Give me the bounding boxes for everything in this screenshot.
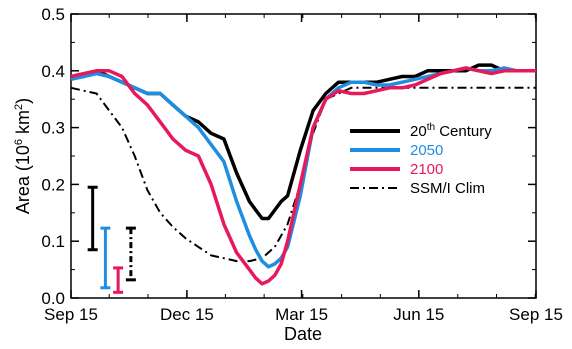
error-bars [87, 185, 136, 294]
error-bar [113, 266, 124, 294]
x-tick-label: Sep 15 [509, 305, 563, 324]
y-axis-title: Area (106 km2) [13, 98, 33, 214]
legend-label: 2050 [410, 142, 443, 159]
error-bar [100, 226, 111, 290]
error-bar [87, 185, 98, 252]
y-tick-label: 0.3 [41, 119, 65, 138]
y-tick-label: 0.0 [41, 289, 65, 308]
x-axis-title: Date [284, 324, 322, 344]
x-tick-label: Jun 15 [393, 305, 444, 324]
y-axis-title-close: ) [13, 98, 33, 104]
x-tick-label: Dec 15 [160, 305, 214, 324]
legend-label: 2100 [410, 161, 443, 178]
series-line-2100 [70, 66, 536, 286]
legend-label: SSM/I Clim [410, 180, 485, 197]
series-layer [70, 63, 536, 286]
legend: 20th Century 2050 2100 SSM/I Clim [350, 122, 492, 197]
y-axis-title-sup: 6 [13, 139, 25, 145]
y-tick-label: 0.2 [41, 175, 65, 194]
legend-label: 20th Century [410, 122, 492, 140]
y-tick-label: 0.1 [41, 232, 65, 251]
plot-frame [70, 13, 537, 299]
y-ticks: 0.0 0.1 0.2 0.3 0.4 0.5 [41, 5, 536, 308]
y-axis-title-unit: km [13, 110, 33, 139]
error-bar [125, 226, 136, 282]
x-tick-label: Mar 15 [275, 305, 328, 324]
y-axis-title-main: Area (10 [13, 145, 33, 214]
y-tick-label: 0.5 [41, 5, 65, 24]
x-tick-label: Sep 15 [44, 305, 98, 324]
x-ticks: Sep 15 Dec 15 Mar 15 Jun 15 Sep 15 [44, 14, 563, 324]
y-tick-label: 0.4 [41, 62, 65, 81]
y-axis-title-sup2: 2 [13, 104, 25, 110]
